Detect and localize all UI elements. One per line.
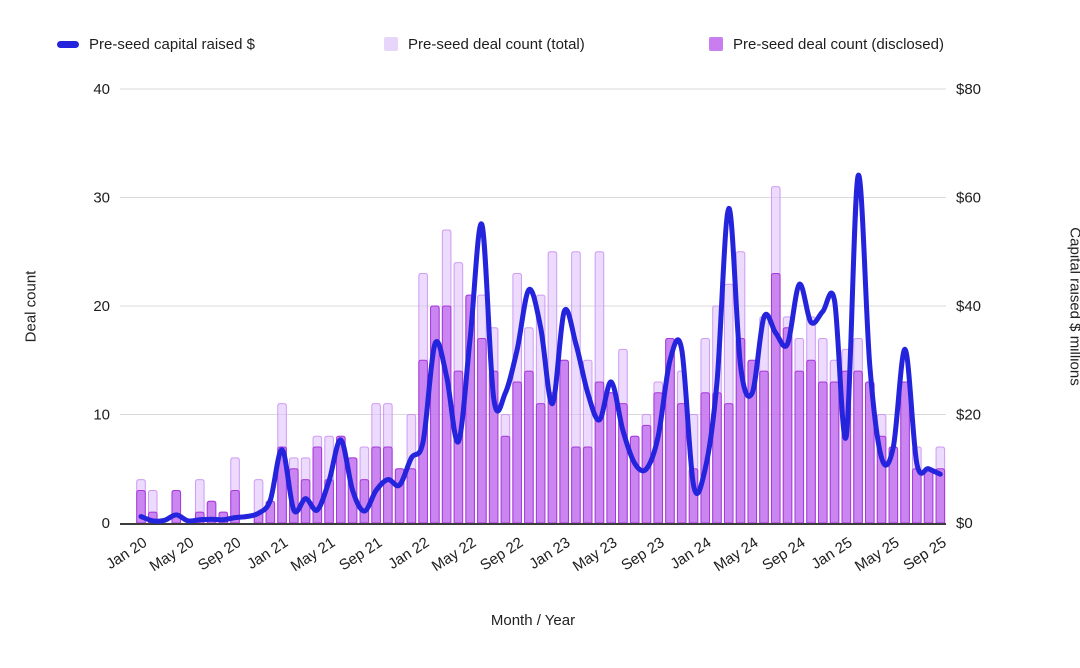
svg-text:30: 30 (93, 190, 110, 207)
svg-text:$0: $0 (956, 515, 973, 532)
svg-text:Sep 22: Sep 22 (477, 534, 526, 574)
bar-disclosed (606, 392, 616, 524)
bar-disclosed (794, 370, 805, 524)
capital-raised-line (138, 173, 943, 524)
svg-text:May 21: May 21 (288, 534, 339, 575)
total-swatch-icon (384, 37, 398, 51)
svg-text:Sep 25: Sep 25 (900, 534, 949, 574)
y-axis-ticks-left: 0 10 20 30 40 (93, 81, 110, 532)
svg-text:May 22: May 22 (429, 534, 480, 575)
bar-disclosed (524, 370, 534, 524)
bar-disclosed (817, 381, 828, 524)
legend-item-total: Pre-seed deal count (total) (384, 31, 585, 57)
svg-text:40: 40 (93, 81, 110, 98)
svg-text:10: 10 (93, 407, 110, 424)
y-axis-title-left: Deal count (22, 270, 40, 343)
bar-disclosed (406, 468, 417, 524)
bar-disclosed (770, 272, 781, 524)
svg-text:$80: $80 (956, 81, 981, 98)
svg-text:May 24: May 24 (711, 534, 762, 575)
bar-disclosed (571, 446, 581, 524)
svg-text:0: 0 (102, 515, 110, 532)
svg-text:Jan 23: Jan 23 (526, 534, 573, 573)
bar-disclosed (806, 359, 816, 524)
bar-disclosed (359, 479, 370, 524)
legend-item-capital: Pre-seed capital raised $ (57, 31, 255, 57)
bar-disclosed (477, 338, 487, 524)
svg-text:Sep 23: Sep 23 (618, 534, 667, 574)
bar-disclosed (723, 403, 734, 524)
bar-disclosed (935, 468, 946, 524)
legend-label: Pre-seed capital raised $ (89, 35, 255, 53)
bar-disclosed (383, 446, 393, 524)
bar-disclosed (453, 370, 464, 524)
svg-text:Sep 24: Sep 24 (759, 534, 808, 574)
svg-text:20: 20 (93, 298, 110, 315)
bar-disclosed (759, 370, 769, 524)
svg-text:May 20: May 20 (147, 534, 198, 575)
bar-disclosed (900, 381, 910, 524)
svg-text:Jan 25: Jan 25 (808, 534, 855, 573)
x-axis-title: Month / Year (490, 612, 576, 629)
bar-disclosed (923, 468, 934, 524)
svg-text:May 25: May 25 (852, 534, 903, 575)
svg-text:May 23: May 23 (570, 534, 621, 575)
bar-disclosed (782, 327, 793, 524)
legend-label: Pre-seed deal count (total) (408, 35, 585, 53)
bar-disclosed (559, 359, 569, 524)
bar-disclosed (430, 305, 440, 524)
bar-disclosed (336, 435, 346, 524)
bar-disclosed (853, 370, 863, 524)
bar-disclosed (535, 403, 546, 524)
svg-text:$20: $20 (956, 407, 981, 424)
bar-disclosed (300, 479, 311, 524)
bar-disclosed (371, 446, 381, 524)
bar-disclosed (500, 435, 511, 524)
svg-text:Sep 21: Sep 21 (336, 534, 385, 574)
svg-text:$60: $60 (956, 190, 981, 207)
svg-text:Jan 20: Jan 20 (103, 534, 150, 573)
bar-disclosed (912, 468, 922, 524)
bar-disclosed (629, 435, 640, 524)
bar-disclosed (512, 381, 522, 524)
svg-text:Jan 21: Jan 21 (244, 534, 291, 573)
svg-text:$40: $40 (956, 298, 981, 315)
y-axis-title-right: Capital raised $ millions (1066, 227, 1080, 386)
line-swatch-icon (57, 40, 79, 48)
svg-text:Jan 24: Jan 24 (667, 534, 714, 573)
bar-disclosed (829, 381, 840, 524)
svg-text:Jan 22: Jan 22 (385, 534, 432, 573)
svg-text:Sep 20: Sep 20 (195, 534, 244, 574)
bar-disclosed (676, 403, 687, 524)
legend-label: Pre-seed deal count (disclosed) (733, 35, 944, 53)
bar-disclosed (641, 424, 652, 524)
bar-disclosed (582, 446, 593, 524)
disclosed-swatch-icon (709, 37, 723, 51)
bar-disclosed (547, 392, 558, 524)
y-axis-ticks-right: $0 $20 $40 $60 $80 (956, 81, 981, 532)
legend-item-disclosed: Pre-seed deal count (disclosed) (709, 31, 944, 57)
